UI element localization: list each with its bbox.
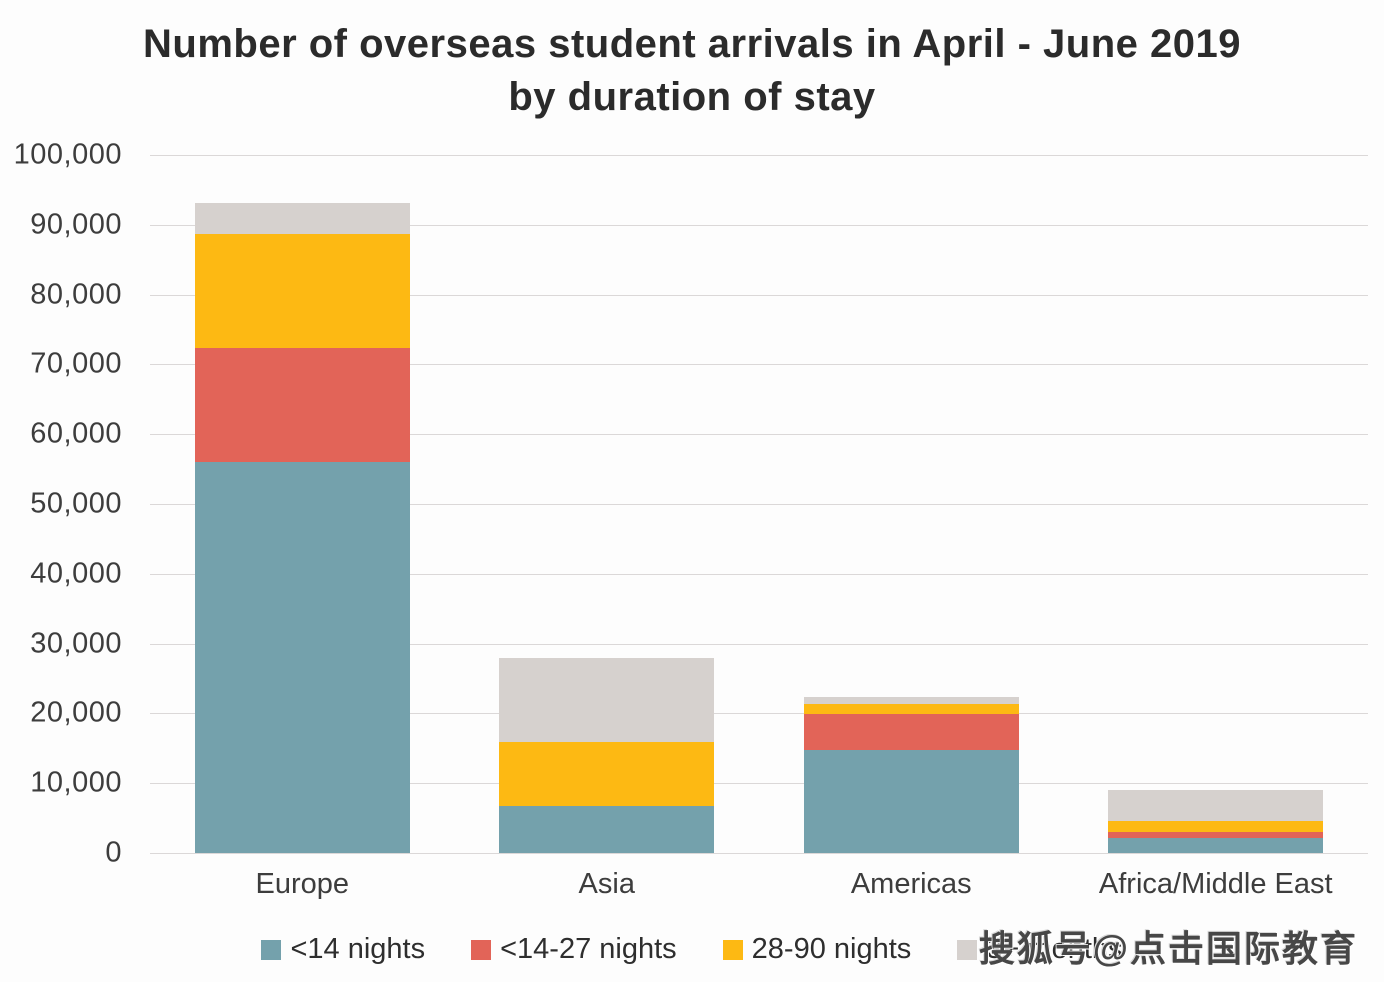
gridline xyxy=(150,713,1368,715)
y-tick-label: 60,000 xyxy=(30,417,122,450)
legend-label: 28-90 nights xyxy=(751,933,912,965)
bar-segment xyxy=(803,704,1019,715)
bar-slot-africa-middle-east xyxy=(1064,155,1369,853)
legend-label: <14-27 nights xyxy=(500,933,677,965)
y-tick-label: 20,000 xyxy=(30,696,122,729)
bar-segment xyxy=(499,658,715,743)
bar-slot-americas xyxy=(759,155,1064,853)
gridline xyxy=(150,504,1368,505)
bar-segment xyxy=(1108,832,1324,838)
legend-swatch-icon xyxy=(722,939,743,960)
legend-label: 3+ months xyxy=(986,933,1123,965)
bar-slot-asia xyxy=(455,155,760,853)
y-tick-label: 100,000 xyxy=(13,138,122,171)
chart-title-line2: by duration of stay xyxy=(508,74,876,119)
x-tick-label: Europe xyxy=(255,868,349,900)
legend-item: <14-27 nights xyxy=(471,933,677,966)
stacked-bar xyxy=(499,658,715,853)
x-axis: Europe Asia Americas Africa/Middle East xyxy=(150,868,1368,901)
watermark: 搜狐号@点击国际教育 xyxy=(978,928,1358,969)
bars-row xyxy=(150,155,1368,853)
legend-item: <14 nights xyxy=(261,933,425,966)
gridline xyxy=(150,155,1368,156)
bar-segment xyxy=(1108,820,1324,833)
plot-area xyxy=(150,155,1368,854)
y-tick-label: 80,000 xyxy=(30,278,122,311)
legend-item: 3+ months xyxy=(957,933,1123,966)
bar-segment xyxy=(499,805,715,853)
stacked-bar xyxy=(194,203,410,853)
y-axis: 0 10,000 20,000 30,000 40,000 50,000 60,000 70,… xyxy=(0,139,122,869)
gridline xyxy=(150,643,1368,645)
x-tick-label: Asia xyxy=(578,868,635,900)
bar-slot-europe xyxy=(150,155,455,853)
y-tick-label: 50,000 xyxy=(30,487,122,520)
bar-segment xyxy=(194,348,410,463)
gridline xyxy=(150,364,1368,366)
legend-label: <14 nights xyxy=(290,933,426,965)
gridline xyxy=(150,573,1368,575)
legend-swatch-icon xyxy=(957,939,978,960)
bar-segment xyxy=(803,697,1019,705)
gridline xyxy=(150,294,1368,296)
bar-segment xyxy=(194,233,410,349)
y-tick-label: 90,000 xyxy=(30,208,122,241)
gridline xyxy=(150,783,1368,785)
gridline xyxy=(150,224,1368,226)
chart-title-line1: Number of overseas student arrivals in A… xyxy=(143,22,1241,66)
bar-segment xyxy=(194,462,410,853)
bar-segment xyxy=(499,742,715,806)
legend: <14 nights <14-27 nights 28-90 nights 3+ mo… xyxy=(92,933,1292,966)
x-tick-label: Americas xyxy=(850,868,972,900)
stacked-bar xyxy=(1108,790,1324,853)
bar-segment xyxy=(194,203,410,234)
stacked-bar xyxy=(803,697,1019,853)
bar-segment xyxy=(1108,837,1324,853)
bar-segment xyxy=(803,749,1019,853)
bar-segment xyxy=(803,714,1019,750)
y-tick-label: 40,000 xyxy=(30,557,122,590)
bar-segment xyxy=(1108,790,1324,821)
legend-swatch-icon xyxy=(261,939,282,960)
chart-title: Number of overseas student arrivals in A… xyxy=(92,18,1292,124)
y-tick-label: 70,000 xyxy=(30,347,122,380)
y-tick-label: 10,000 xyxy=(30,766,122,799)
x-tick-label: Africa/Middle East xyxy=(1098,868,1333,900)
gridline xyxy=(150,434,1368,436)
legend-item: 28-90 nights xyxy=(722,933,912,966)
legend-swatch-icon xyxy=(471,939,492,960)
y-tick-label: 0 xyxy=(105,836,122,869)
y-tick-label: 30,000 xyxy=(30,627,122,660)
gridline xyxy=(150,853,1368,854)
